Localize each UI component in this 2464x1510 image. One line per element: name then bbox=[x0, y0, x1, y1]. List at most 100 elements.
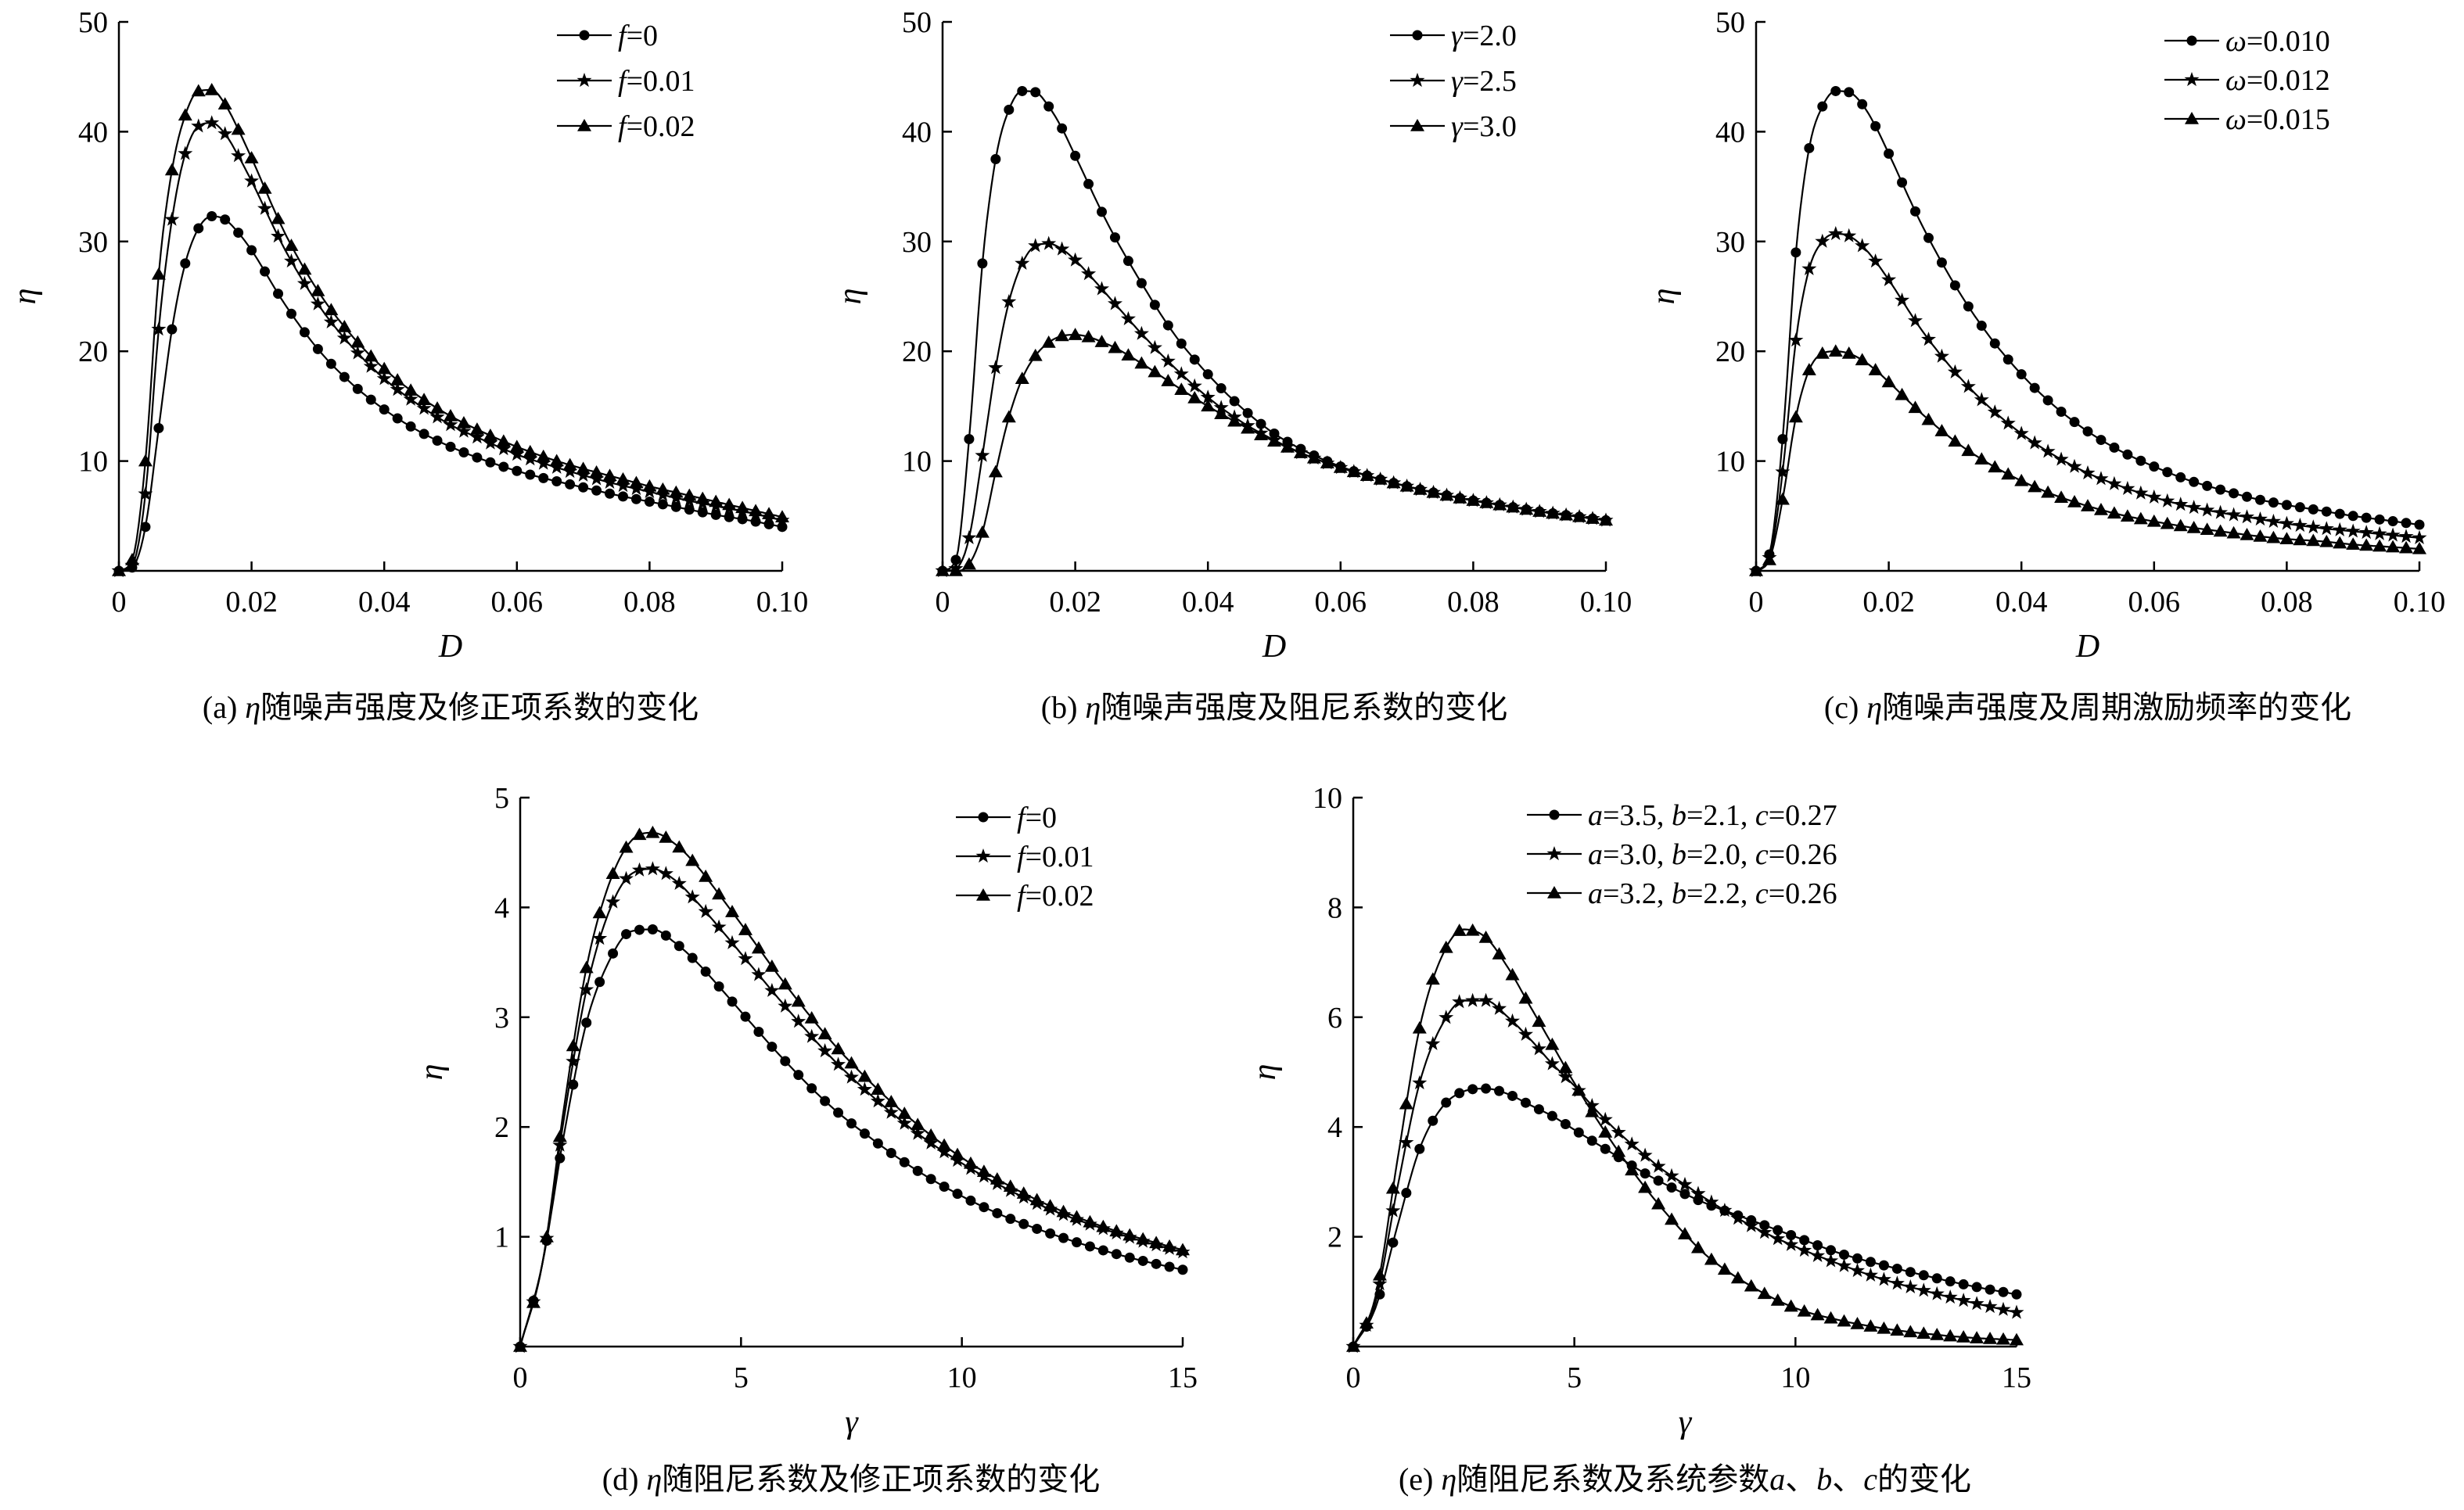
data-point-marker bbox=[2200, 502, 2215, 517]
data-point-marker bbox=[2281, 500, 2292, 511]
legend-entry: f=0.01 bbox=[956, 841, 1094, 873]
data-point-marker bbox=[1054, 241, 1070, 256]
data-point-marker bbox=[2202, 480, 2213, 491]
data-point-marker bbox=[1783, 1299, 1798, 1312]
data-point-marker bbox=[445, 441, 456, 452]
legend-label: a=3.5, b=2.1, c=0.27 bbox=[1588, 799, 1837, 832]
chart-panel-a: 0 0.02 0.04 0.06 0.08 0.10 10 20 30 40 50 Dη (a) η随噪… bbox=[7, 6, 808, 725]
data-point-marker bbox=[2229, 488, 2240, 499]
data-point-marker bbox=[2333, 536, 2347, 549]
data-point-marker bbox=[2027, 435, 2042, 450]
series-line bbox=[118, 122, 783, 572]
data-point-marker bbox=[2146, 489, 2162, 504]
data-point-marker bbox=[1773, 1225, 1783, 1236]
data-point-marker bbox=[1599, 513, 1613, 526]
data-point-marker bbox=[1122, 256, 1133, 267]
data-point-marker bbox=[2398, 529, 2414, 543]
data-point-marker bbox=[1910, 206, 1921, 217]
data-point-marker bbox=[1070, 150, 1081, 161]
data-point-marker bbox=[1717, 1262, 1732, 1275]
series-3 bbox=[936, 328, 1613, 576]
data-point-marker bbox=[323, 314, 339, 328]
data-point-marker bbox=[685, 853, 700, 866]
data-point-marker bbox=[712, 887, 727, 900]
data-point-marker bbox=[1346, 464, 1361, 478]
x-tick-label: 0.08 bbox=[623, 586, 676, 619]
data-point-marker bbox=[337, 320, 352, 332]
data-point-marker bbox=[1174, 382, 1189, 395]
y-axis-title: η bbox=[7, 289, 43, 305]
data-point-marker bbox=[1878, 1260, 1889, 1271]
data-point-marker bbox=[496, 434, 511, 447]
data-point-marker bbox=[2319, 521, 2334, 536]
data-point-marker bbox=[1544, 1056, 1560, 1071]
data-point-marker bbox=[1989, 338, 2000, 349]
data-point-marker bbox=[1828, 226, 1844, 241]
data-point-marker bbox=[1956, 1329, 1971, 1343]
data-point-marker bbox=[2265, 513, 2281, 528]
data-point-marker bbox=[1028, 348, 1043, 361]
data-point-marker bbox=[594, 977, 605, 988]
data-point-marker bbox=[1399, 1096, 1413, 1110]
data-point-marker bbox=[257, 181, 272, 194]
data-point-marker bbox=[204, 115, 220, 130]
data-point-marker bbox=[592, 931, 608, 945]
series-1 bbox=[1751, 85, 2425, 576]
data-point-marker bbox=[1677, 1176, 1693, 1191]
data-point-marker bbox=[1201, 399, 1216, 412]
data-point-marker bbox=[2332, 522, 2347, 536]
data-point-marker bbox=[509, 439, 524, 453]
data-point-marker bbox=[672, 840, 687, 853]
data-point-marker bbox=[2399, 540, 2414, 554]
data-point-marker bbox=[284, 239, 299, 251]
data-point-marker bbox=[722, 497, 737, 511]
data-point-marker bbox=[911, 1117, 925, 1131]
data-point-marker bbox=[2160, 516, 2175, 529]
data-point-marker bbox=[581, 1017, 592, 1028]
data-point-marker bbox=[403, 391, 418, 406]
data-point-marker bbox=[1783, 1236, 1799, 1251]
legend-marker bbox=[976, 888, 990, 901]
data-point-marker bbox=[1665, 1212, 1679, 1225]
x-tick-label: 0 bbox=[936, 586, 950, 619]
data-point-marker bbox=[1942, 1289, 1958, 1304]
data-point-marker bbox=[140, 522, 151, 533]
data-point-marker bbox=[1791, 247, 1801, 258]
data-point-marker bbox=[1868, 363, 1883, 375]
data-point-marker bbox=[1559, 508, 1574, 521]
x-tick-label: 0.10 bbox=[1580, 586, 1632, 619]
legend-label: f=0.02 bbox=[1017, 880, 1094, 913]
data-point-marker bbox=[988, 360, 1004, 375]
y-tick-label: 20 bbox=[902, 335, 932, 368]
y-tick-label: 10 bbox=[1715, 446, 1745, 479]
data-point-marker bbox=[1520, 1097, 1531, 1108]
data-point-marker bbox=[458, 447, 469, 458]
data-point-marker bbox=[523, 444, 537, 457]
legend-marker bbox=[975, 848, 991, 863]
data-point-marker bbox=[2010, 1332, 2024, 1346]
data-point-marker bbox=[1333, 461, 1348, 473]
y-tick-label: 1 bbox=[494, 1221, 509, 1254]
legend-label: f=0.02 bbox=[618, 110, 695, 143]
data-point-marker bbox=[1111, 1249, 1122, 1260]
data-point-marker bbox=[608, 948, 619, 959]
data-point-marker bbox=[2120, 509, 2135, 522]
data-point-marker bbox=[1214, 407, 1229, 420]
legend-label: f=0 bbox=[1017, 802, 1057, 834]
data-point-marker bbox=[806, 1083, 817, 1094]
panel-caption: (e) η随阻尼系数及系统参数a、b、c的变化 bbox=[1399, 1462, 1971, 1497]
panel-caption: (a) η随噪声强度及修正项系数的变化 bbox=[203, 690, 699, 725]
data-point-marker bbox=[1176, 1243, 1190, 1256]
chart-panel-e: 0 5 10 15 2 4 6 8 10 γ η (e) η随阻尼系数及系统参数a、b、c的变化 a=3… bbox=[1247, 782, 2031, 1497]
data-point-marker bbox=[1465, 992, 1481, 1007]
data-point-marker bbox=[616, 472, 630, 485]
data-point-marker bbox=[1492, 1000, 1507, 1015]
x-tick-label: 0.02 bbox=[1862, 586, 1915, 619]
data-point-marker bbox=[1453, 490, 1467, 504]
data-point-marker bbox=[552, 1137, 568, 1152]
legend-entry: ω=0.012 bbox=[2164, 64, 2330, 97]
data-point-marker bbox=[1945, 1276, 1956, 1287]
data-point-marker bbox=[1810, 1247, 1826, 1262]
data-point-marker bbox=[1730, 1271, 1745, 1284]
data-point-marker bbox=[684, 504, 695, 515]
